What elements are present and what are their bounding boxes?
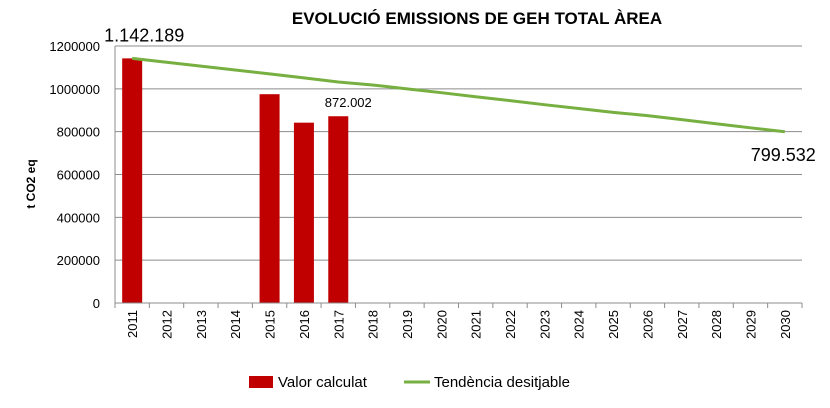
x-tick-label: 2030 (778, 310, 793, 339)
x-tick-label: 2028 (709, 310, 724, 339)
bar-series (122, 58, 349, 304)
y-tick-label: 400000 (57, 210, 100, 225)
x-tick-label: 2012 (160, 310, 175, 339)
x-tick-label: 2016 (297, 310, 312, 339)
data-label: 799.532 (751, 145, 816, 165)
y-tick-label: 200000 (57, 253, 100, 268)
x-tick-label: 2018 (366, 310, 381, 339)
bar (122, 58, 143, 303)
chart-title: EVOLUCIÓ EMISSIONS DE GEH TOTAL ÀREA (292, 9, 662, 28)
y-tick-label: 1000000 (49, 82, 100, 97)
x-tick-label: 2029 (743, 310, 758, 339)
x-tick-label: 2014 (228, 310, 243, 339)
bar (293, 122, 314, 304)
x-tick-label: 2015 (263, 310, 278, 339)
legend-swatch-bar (249, 376, 273, 388)
x-axis-ticks: 2011 2012 2013 2014 2015 2016 2017 2018 2019 2020… (125, 310, 793, 339)
x-axis (114, 46, 803, 308)
x-tick-label: 2024 (572, 310, 587, 339)
y-axis-label: t CO2 eq (24, 159, 38, 208)
x-tick-label: 2026 (640, 310, 655, 339)
legend: Valor calculat Tendència desitjable (249, 374, 570, 391)
x-tick-label: 2019 (400, 310, 415, 339)
data-labels: 1.142.189 872.002 799.532 (104, 25, 816, 164)
legend-label-line: Tendència desitjable (434, 374, 570, 391)
x-tick-label: 2020 (434, 310, 449, 339)
y-tick-label: 800000 (57, 125, 100, 140)
trend-line-series (132, 56, 785, 134)
x-tick-label: 2022 (503, 310, 518, 339)
x-tick-label: 2023 (537, 310, 552, 339)
y-axis-ticks: 0 200000 400000 600000 800000 1000000 1200000 (49, 39, 100, 311)
data-label: 872.002 (325, 95, 372, 110)
x-tick-label: 2011 (125, 310, 140, 338)
x-tick-label: 2017 (331, 310, 346, 339)
x-tick-label: 2013 (194, 310, 209, 339)
data-label: 1.142.189 (104, 25, 184, 45)
legend-label-bar: Valor calculat (278, 374, 368, 391)
y-tick-label: 1200000 (49, 39, 100, 54)
y-tick-label: 600000 (57, 168, 100, 183)
x-tick-label: 2027 (675, 310, 690, 339)
gridlines (115, 45, 802, 261)
x-tick-label: 2021 (469, 310, 484, 339)
bar (259, 94, 280, 303)
bar (328, 116, 349, 303)
y-tick-label: 0 (93, 296, 100, 311)
x-tick-label: 2025 (606, 310, 621, 339)
trend-line (132, 56, 785, 134)
